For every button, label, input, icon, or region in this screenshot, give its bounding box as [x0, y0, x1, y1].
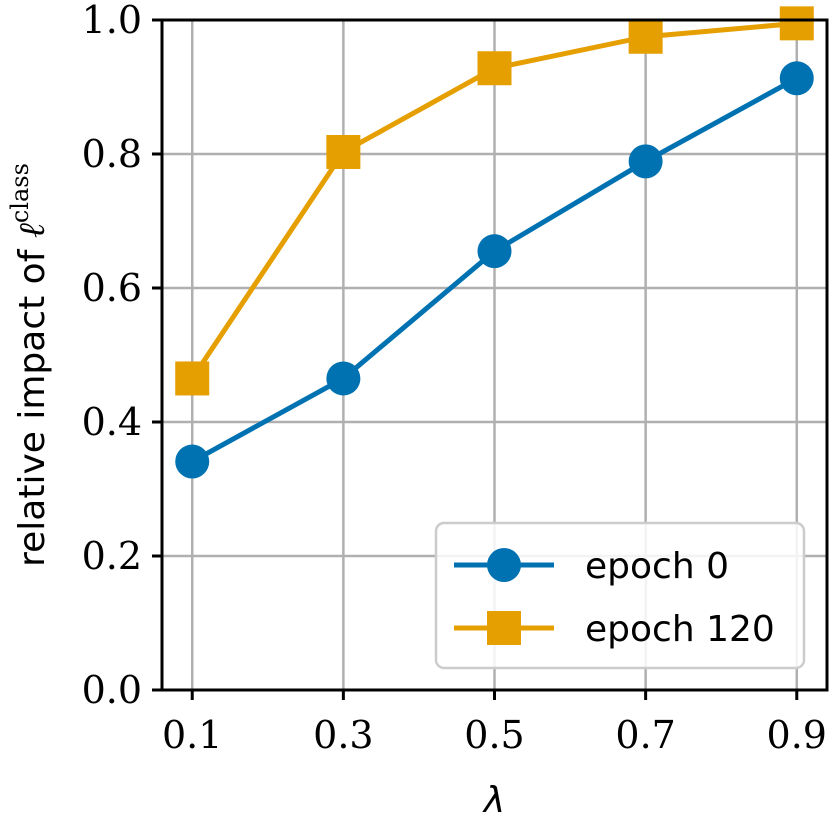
- x-tick-label: 0.3: [313, 713, 373, 757]
- series-epoch-0: [175, 61, 814, 479]
- data-point: [175, 444, 210, 479]
- legend-box: [434, 521, 806, 670]
- data-point: [326, 361, 361, 396]
- legend-marker: [487, 548, 521, 582]
- series-layer: [175, 6, 814, 479]
- y-axis-label-symbol: ℓ: [12, 223, 53, 238]
- y-axis-label-superscript: class: [6, 163, 34, 223]
- x-axis-label: λ: [482, 780, 505, 817]
- data-point: [477, 234, 512, 269]
- legend-entry: epoch 120: [454, 609, 775, 650]
- x-tick-label: 0.7: [615, 713, 675, 757]
- y-tick-label: 0.8: [82, 132, 142, 176]
- series-epoch-120: [175, 6, 814, 396]
- y-tick-label: 0.2: [82, 534, 142, 578]
- y-tick-label: 1.0: [82, 0, 142, 42]
- data-point: [779, 61, 814, 96]
- data-point: [175, 361, 210, 396]
- y-tick-label: 0.6: [82, 266, 142, 310]
- x-tick-label: 0.5: [464, 713, 524, 757]
- legend-label: epoch 120: [585, 609, 775, 650]
- data-point: [779, 6, 814, 41]
- x-tick-label: 0.9: [767, 713, 827, 757]
- legend-label: epoch 0: [585, 546, 729, 587]
- legend-marker: [487, 611, 521, 645]
- y-tick-label: 0.0: [82, 668, 142, 712]
- y-tick-label: 0.4: [82, 400, 142, 444]
- data-point: [628, 19, 663, 54]
- y-axis-label: relative impact of ℓclass: [6, 163, 53, 567]
- legend-entry: epoch 0: [454, 546, 729, 587]
- data-point: [628, 144, 663, 179]
- ticks: 0.1 0.3 0.5 0.7 0.9 0.0 0.2 0.4 0.6 0.8 1.0: [82, 0, 827, 757]
- data-point: [477, 51, 512, 86]
- y-axis-label-text: relative impact of: [12, 238, 53, 567]
- x-tick-label: 0.1: [162, 713, 222, 757]
- data-point: [326, 134, 361, 169]
- legend: epoch 0 epoch 120: [434, 521, 806, 670]
